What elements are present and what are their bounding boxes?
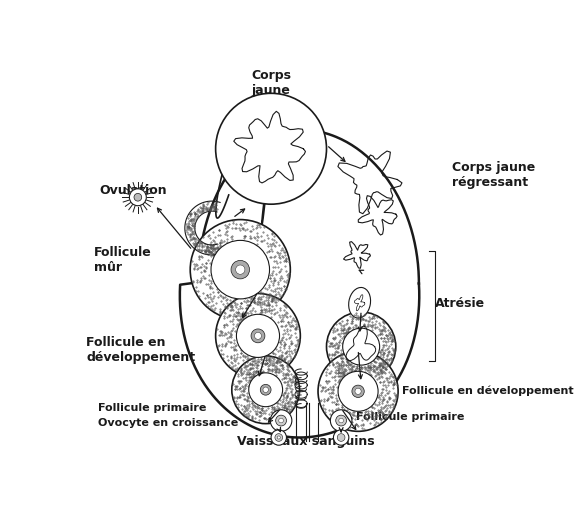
Circle shape [248,373,282,407]
Circle shape [343,328,380,365]
Text: Follicule primaire: Follicule primaire [98,402,206,412]
Circle shape [236,266,245,275]
Text: Ovocyte en croissance: Ovocyte en croissance [98,417,238,427]
Circle shape [270,410,292,432]
Circle shape [352,385,364,398]
Circle shape [236,315,280,358]
Circle shape [338,372,378,411]
Circle shape [336,415,346,426]
Text: Atrésie: Atrésie [435,297,485,309]
Circle shape [254,333,261,340]
Circle shape [279,418,284,423]
Circle shape [339,418,343,423]
Text: Corps jaune
régressant: Corps jaune régressant [452,161,535,189]
Circle shape [277,436,280,439]
Circle shape [134,194,142,202]
Circle shape [318,352,398,432]
Text: Ovulation: Ovulation [100,184,167,196]
Circle shape [251,329,265,343]
Circle shape [338,434,345,441]
Text: Follicule en développement: Follicule en développement [402,385,574,395]
Text: Vaisseaux sanguins: Vaisseaux sanguins [237,434,374,447]
Circle shape [216,294,301,379]
Circle shape [231,261,250,279]
Text: Follicule
mûr: Follicule mûr [94,245,152,273]
Text: Follicule primaire: Follicule primaire [356,411,464,421]
Text: Corps
jaune: Corps jaune [251,69,291,97]
Circle shape [355,388,361,394]
Text: Follicule en
développement: Follicule en développement [86,335,195,363]
Circle shape [263,387,268,392]
Circle shape [211,241,270,299]
Circle shape [190,220,290,320]
Circle shape [333,430,349,445]
Circle shape [260,385,271,395]
Circle shape [326,313,396,382]
Circle shape [271,430,287,445]
Circle shape [275,434,282,441]
Circle shape [275,415,287,426]
Circle shape [130,189,146,206]
Circle shape [331,410,352,432]
Ellipse shape [349,288,370,319]
Circle shape [216,94,326,205]
Circle shape [232,356,299,424]
